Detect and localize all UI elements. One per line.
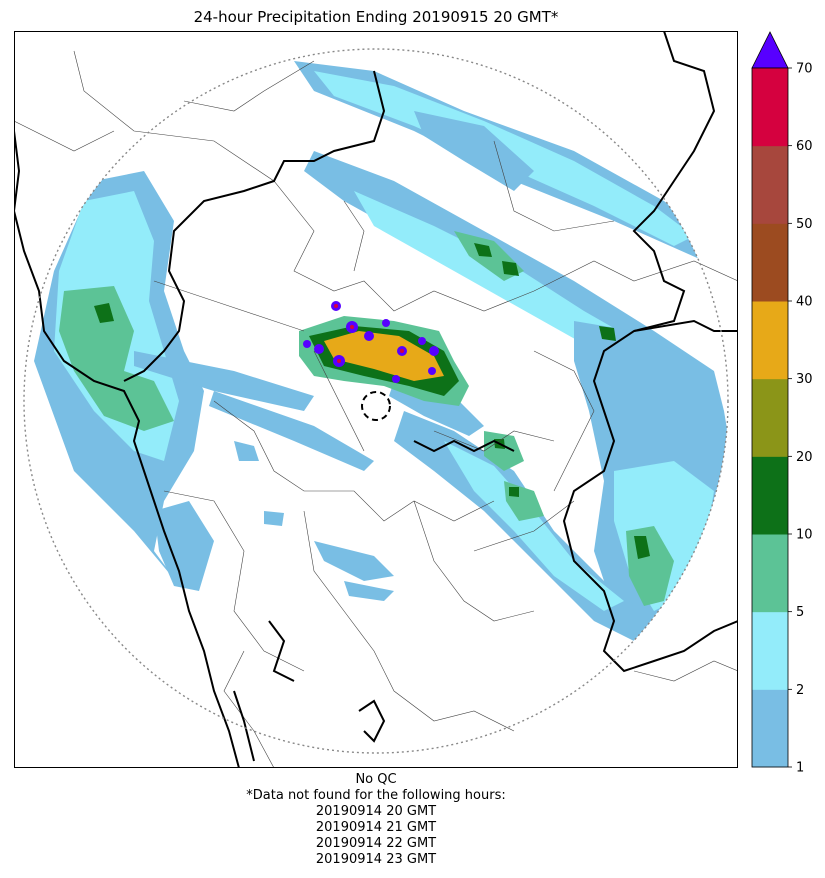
precip-streak-1: [134, 351, 314, 411]
colorbar-bin: [752, 68, 788, 147]
map-frame: [14, 31, 738, 768]
colorbar-tick-label: 1: [796, 761, 804, 774]
precip-band-southeast-green: [484, 431, 544, 521]
precip-band-southeast-cyan: [444, 441, 624, 611]
colorbar-bin: [752, 145, 788, 224]
missing-hour: 20190914 21 GMT: [315, 820, 437, 835]
colorbar-tick-label: 30: [796, 372, 813, 387]
missing-hour: 20190914 20 GMT: [315, 804, 437, 819]
colorbar-bin: [752, 611, 788, 690]
missing-hour: 20190914 22 GMT: [315, 836, 437, 851]
precipitation-field: [34, 61, 728, 651]
colorbar-tick-label: 10: [796, 528, 813, 543]
colorbar-tick-label: 60: [796, 139, 813, 154]
colorbar-bin: [752, 534, 788, 613]
missing-data-note: *Data not found for the following hours:: [246, 788, 506, 803]
radar-range-ring: [23, 48, 729, 754]
district-boundaries: [14, 50, 738, 768]
colorbar-tick-label: 20: [796, 450, 813, 465]
colorbar-tick-label: 2: [796, 683, 804, 698]
colorbar-bin: [752, 689, 788, 768]
colorbar-bin: [752, 378, 788, 457]
colorbar-extend-triangle: [751, 31, 789, 69]
colorbar-bin: [752, 301, 788, 380]
convective-core-yellow: [324, 331, 444, 381]
colorbar-tick-label: 40: [796, 295, 813, 310]
colorbar-frame: [751, 67, 789, 768]
precip-area-west-green: [59, 286, 174, 431]
qc-status: No QC: [355, 772, 397, 787]
colorbar: 1 2 5 10 20 30 40 50 60 70: [751, 31, 813, 774]
precip-area-west-dark: [94, 303, 114, 323]
colorbar-tick-label: 50: [796, 217, 813, 232]
missing-hour: 20190914 23 GMT: [315, 852, 437, 867]
precip-streak-4: [314, 541, 394, 601]
chart-title: 24-hour Precipitation Ending 20190915 20…: [193, 8, 559, 26]
precip-area-southwest: [154, 501, 214, 591]
colorbar-bin: [752, 223, 788, 302]
precipitation-map: [14, 31, 738, 768]
precip-streak-2: [209, 391, 374, 471]
colorbar-tick-label: 70: [796, 62, 813, 77]
convective-cluster: [299, 301, 469, 406]
footer-notes: No QC *Data not found for the following …: [14, 772, 738, 868]
colorbar-tick-label: 5: [796, 605, 804, 620]
precip-band-central-dark: [474, 243, 519, 276]
radar-site-marker: [361, 391, 391, 421]
colorbar-bin: [752, 456, 788, 535]
state-boundaries: [14, 31, 738, 768]
precip-band-southeast-dark: [494, 439, 519, 497]
precip-band-north-2: [414, 111, 534, 191]
convective-peaks-red: [334, 304, 404, 363]
precip-streak-5: [234, 441, 284, 526]
